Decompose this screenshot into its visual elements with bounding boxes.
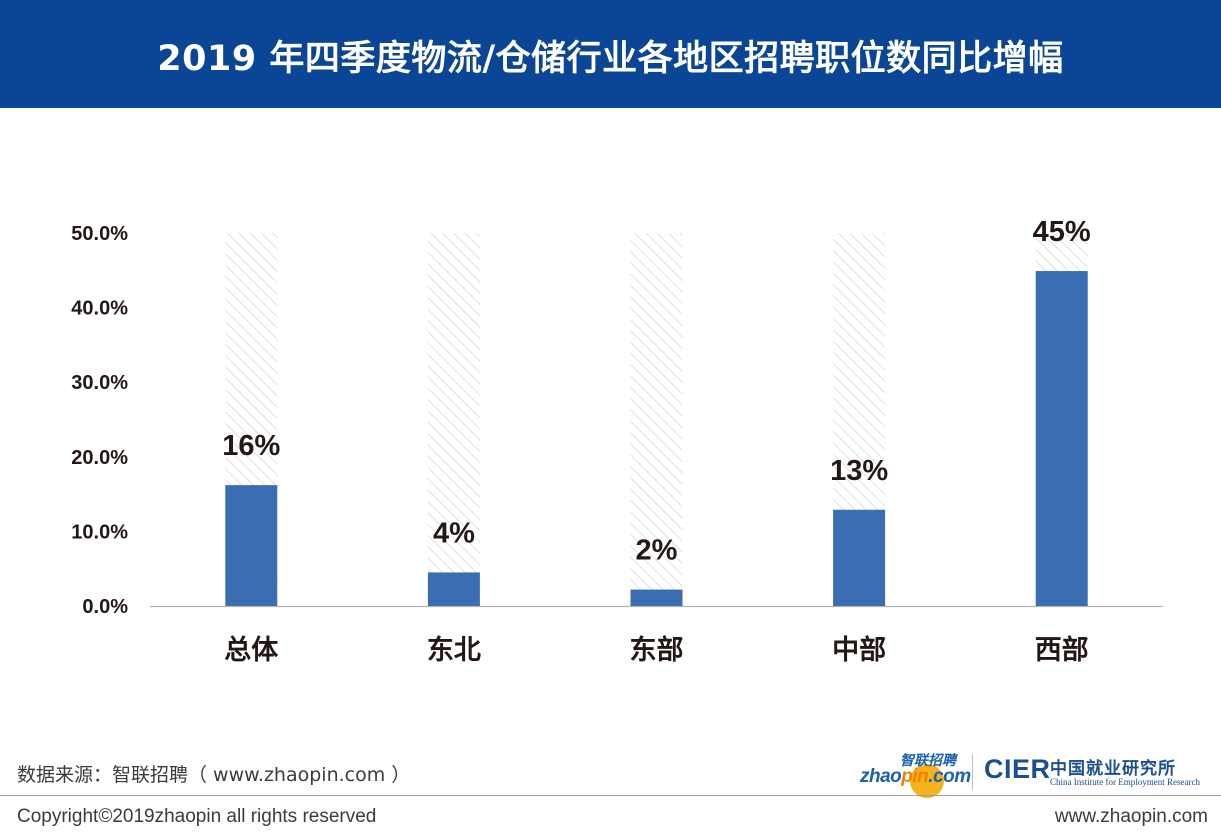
cier-logo-en: China Institute for Employment Research — [1050, 777, 1200, 787]
x-tick-label: 总体 — [224, 635, 279, 666]
y-tick-label: 10.0% — [71, 521, 128, 543]
header-banner: 2019 年四季度物流/仓储行业各地区招聘职位数同比增幅 — [0, 0, 1221, 108]
bar-chart: 0.0% 10.0% 20.0% 30.0% 40.0% 50.0% 16% 总体 4% 东北 2%… — [71, 216, 1163, 666]
site-url: www.zhaopin.com — [1054, 806, 1208, 827]
x-tick-label: 东部 — [630, 634, 684, 666]
y-tick-label: 0.0% — [82, 596, 128, 618]
chart-title: 2019 年四季度物流/仓储行业各地区招聘职位数同比增幅 — [157, 39, 1064, 79]
x-tick-label: 中部 — [832, 634, 886, 666]
x-tick-label: 东北 — [427, 634, 481, 666]
footer-divider — [0, 795, 1221, 796]
y-tick-label: 50.0% — [71, 223, 128, 245]
zhaopin-logo-circle — [910, 764, 944, 798]
y-tick-label: 40.0% — [71, 298, 128, 320]
data-label: 13% — [830, 455, 888, 487]
bar — [833, 509, 886, 606]
bar — [1035, 271, 1088, 606]
zhaopin-logo-en: zhaopin.com — [860, 766, 971, 787]
data-label: 4% — [433, 517, 475, 549]
data-label: 45% — [1033, 216, 1091, 248]
bar — [630, 589, 683, 606]
logo-divider — [972, 754, 973, 790]
logos: 智联招聘 zhaopin.com CIER 中国就业研究所 China Inst… — [858, 750, 1213, 798]
data-label: 2% — [636, 535, 678, 567]
copyright: Copyright©2019zhaopin all rights reserve… — [17, 806, 377, 827]
y-tick-label: 20.0% — [71, 447, 128, 469]
cier-logo-cn: 中国就业研究所 — [1050, 759, 1176, 779]
cier-logo: CIER — [984, 754, 1051, 784]
y-tick-label: 30.0% — [71, 372, 128, 394]
bar — [427, 572, 480, 606]
x-tick-label: 西部 — [1035, 634, 1089, 666]
bar — [225, 485, 278, 606]
zhaopin-logo-cn: 智联招聘 — [900, 753, 956, 769]
data-label: 16% — [222, 430, 280, 462]
bar-background — [630, 233, 683, 606]
data-source: 数据来源：智联招聘（ www.zhaopin.com ） — [17, 764, 411, 786]
bar-background — [427, 233, 480, 606]
